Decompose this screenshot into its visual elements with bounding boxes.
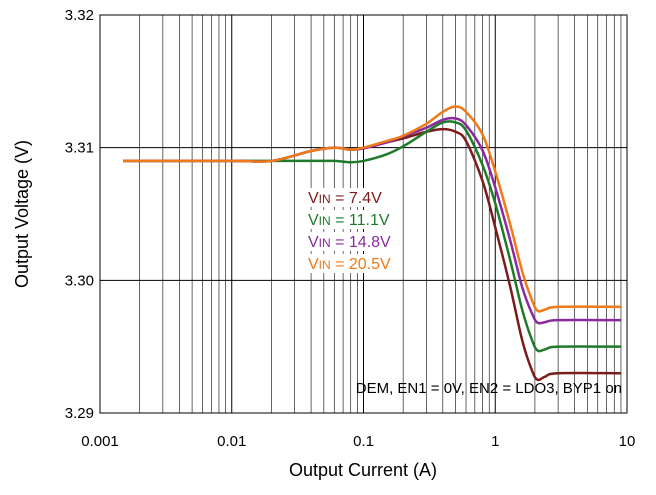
x-tick-label: 0.1 <box>353 433 374 450</box>
legend-bg <box>306 232 398 251</box>
x-tick-label: 0.01 <box>217 433 246 450</box>
x-tick-label: 1 <box>491 433 499 450</box>
y-tick-labels: 3.29 3.30 3.31 3.32 <box>65 7 94 422</box>
legend-bg <box>306 254 398 273</box>
legend: VIN = 7.4V VIN = 11.1V VIN = 14.8V VIN = 20… <box>306 188 398 273</box>
legend-entry: VIN = 11.1V <box>308 212 390 229</box>
series-layer <box>123 105 621 382</box>
condition-annotation: DEM, EN1 = 0V, EN2 = LDO3, BYP1 on <box>356 380 622 397</box>
x-tick-label: 0.001 <box>81 433 119 450</box>
legend-bg <box>306 210 398 229</box>
y-tick-label: 3.32 <box>65 7 94 24</box>
y-tick-label: 3.29 <box>65 405 94 422</box>
legend-entry: VIN = 7.4V <box>308 190 382 207</box>
x-axis-title: Output Current (A) <box>289 460 437 480</box>
y-tick-label: 3.30 <box>65 272 94 289</box>
x-tick-label: 10 <box>619 433 636 450</box>
series-line-2 <box>123 120 621 353</box>
legend-entry: VIN = 14.8V <box>308 234 391 251</box>
y-tick-label: 3.31 <box>65 140 94 157</box>
plot-border <box>99 14 628 414</box>
legend-entry: VIN = 20.5V <box>308 256 391 273</box>
x-tick-labels: 0.001 0.01 0.1 1 10 <box>81 433 635 450</box>
series-line-4 <box>123 105 621 313</box>
legend-bg <box>306 188 398 207</box>
y-axis-title: Output Voltage (V) <box>12 140 32 288</box>
